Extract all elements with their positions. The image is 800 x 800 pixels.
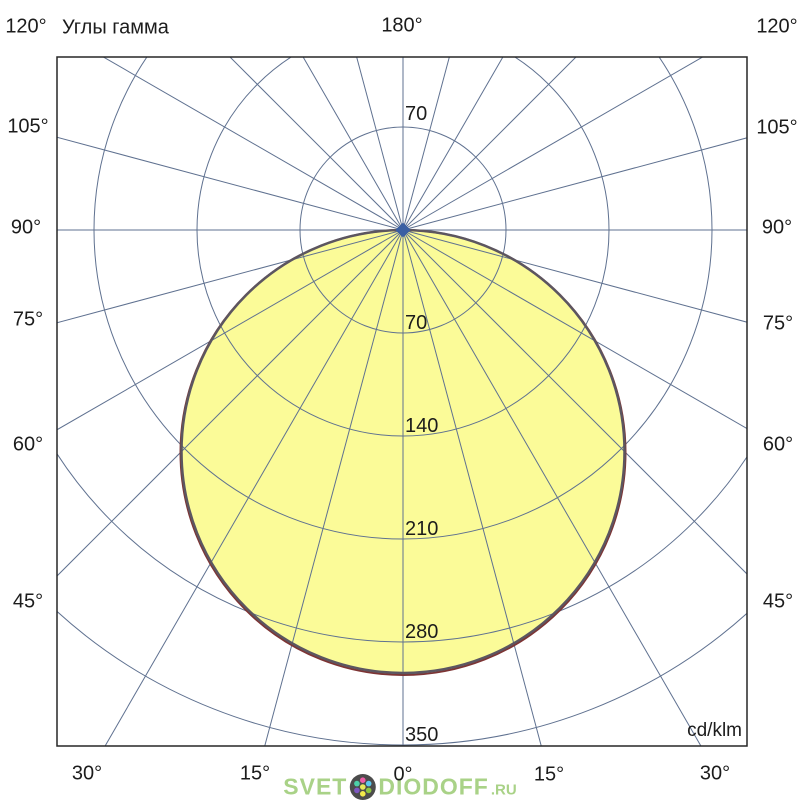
logo-dot — [354, 780, 360, 787]
gamma-ray-210 — [302, 57, 404, 231]
gamma-ray-165 — [402, 57, 450, 231]
gamma-label-left-60: 60° — [12, 433, 44, 456]
gamma-ray-345 — [264, 229, 404, 746]
gamma-label-left-45: 45° — [12, 590, 44, 613]
gamma-ray-315 — [57, 229, 404, 577]
gamma-ray-225 — [229, 57, 404, 231]
ring-label-350: 350 — [405, 724, 438, 746]
unit-label: cd/klm — [687, 720, 742, 741]
logo-dot — [354, 787, 360, 794]
ring-label-210: 210 — [405, 518, 438, 540]
gamma-ray-15 — [402, 229, 542, 746]
intensity-ring-350 — [57, 610, 747, 746]
watermark: SVET DIODOFF .RU — [283, 773, 517, 800]
gamma-label-right-90: 90° — [761, 216, 793, 239]
watermark-text-tld: .RU — [490, 781, 517, 799]
logo-dot — [365, 780, 372, 787]
intensity-ring-70 — [299, 126, 507, 334]
gamma-ray-330 — [104, 229, 404, 746]
intensity-ring-210 — [93, 57, 713, 540]
gamma-label-top-180: 180° — [381, 14, 423, 37]
watermark-text-middle: DIODOFF — [378, 773, 489, 800]
gamma-label-bottom-30l: 30° — [71, 762, 103, 785]
gamma-ray-195 — [356, 57, 404, 231]
gamma-ray-60 — [402, 229, 747, 430]
ring-label-140: 140 — [405, 415, 438, 437]
gamma-label-right-45: 45° — [762, 590, 794, 613]
watermark-logo-icon — [349, 774, 376, 800]
logo-dot-center — [360, 784, 366, 790]
gamma-label-left-120: 120° — [5, 15, 47, 38]
gamma-label-right-60: 60° — [762, 433, 794, 456]
gamma-ray-150 — [402, 57, 504, 231]
watermark-text-prefix: SVET — [283, 773, 348, 800]
gamma-label-bottom-15l: 15° — [239, 762, 271, 785]
gamma-ray-120 — [402, 57, 704, 231]
logo-dot — [365, 787, 372, 794]
gamma-label-left-105: 105° — [7, 115, 49, 138]
ring-label-70: 70 — [405, 312, 427, 334]
ring-label-top-70: 70 — [405, 103, 427, 125]
gamma-ray-240 — [102, 57, 404, 231]
gamma-label-left-75: 75° — [12, 308, 44, 331]
intensity-ring-280 — [57, 452, 747, 643]
gamma-label-right-75: 75° — [762, 312, 794, 335]
intensity-ring-140 — [196, 57, 610, 437]
gamma-label-left-90: 90° — [10, 216, 42, 239]
gamma-label-right-120: 120° — [756, 15, 798, 38]
gamma-label-bottom-15r: 15° — [533, 763, 565, 786]
gamma-ray-300 — [57, 229, 404, 431]
gamma-label-bottom-30r: 30° — [699, 762, 731, 785]
gamma-ray-105 — [402, 137, 747, 231]
logo-dot — [360, 777, 366, 783]
gamma-ray-255 — [57, 136, 404, 231]
gamma-label-bottom-0: 0° — [393, 763, 413, 786]
gamma-ray-30 — [402, 229, 702, 746]
ring-labels: 70 70 140 210 280 350 — [405, 103, 438, 746]
gamma-label-right-105: 105° — [756, 116, 798, 139]
center-marker-icon — [395, 222, 411, 238]
ring-label-280: 280 — [405, 621, 438, 643]
plot-frame — [56, 56, 748, 747]
gamma-ray-135 — [402, 57, 577, 231]
gamma-ray-45 — [402, 229, 747, 575]
page-title: Углы гамма — [62, 16, 169, 39]
logo-dot — [360, 791, 366, 797]
